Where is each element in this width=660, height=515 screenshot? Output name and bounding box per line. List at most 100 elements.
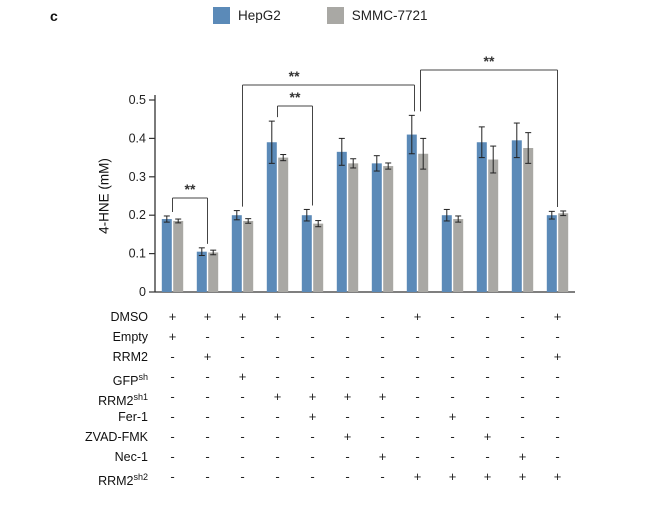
matrix-cell: - bbox=[275, 449, 280, 464]
matrix-cell: + bbox=[553, 309, 562, 324]
matrix-cell: - bbox=[415, 369, 420, 384]
matrix-cell: - bbox=[170, 389, 175, 404]
matrix-cell: + bbox=[168, 329, 177, 344]
matrix-cell: - bbox=[380, 369, 385, 384]
matrix-cell: - bbox=[450, 349, 455, 364]
matrix-cell: - bbox=[380, 429, 385, 444]
matrix-cell: + bbox=[553, 469, 562, 484]
matrix-row-label: DMSO bbox=[110, 310, 149, 324]
bar-HepG2 bbox=[301, 215, 312, 292]
bar-HepG2 bbox=[476, 142, 487, 292]
legend-label-hepg2: HepG2 bbox=[238, 8, 281, 23]
matrix-cell: + bbox=[273, 389, 282, 404]
legend-label-smmc7721: SMMC-7721 bbox=[351, 8, 428, 23]
bar-SMMC-7721 bbox=[383, 166, 394, 292]
matrix-cell: - bbox=[345, 329, 350, 344]
matrix-cell: - bbox=[485, 449, 490, 464]
matrix-cell: - bbox=[380, 309, 385, 324]
matrix-cell: + bbox=[483, 469, 492, 484]
matrix-cell: - bbox=[520, 409, 525, 424]
bar-SMMC-7721 bbox=[488, 159, 499, 292]
matrix-cell: + bbox=[203, 349, 212, 364]
bar-SMMC-7721 bbox=[173, 220, 184, 292]
matrix-cell: + bbox=[413, 309, 422, 324]
matrix-cell: - bbox=[450, 429, 455, 444]
legend-item-smmc7721: SMMC-7721 bbox=[326, 7, 428, 24]
matrix-cell: - bbox=[520, 349, 525, 364]
bar-SMMC-7721 bbox=[418, 153, 429, 292]
bar-SMMC-7721 bbox=[453, 219, 464, 292]
y-tick-label: 0.5 bbox=[129, 93, 146, 107]
matrix-cell: - bbox=[275, 329, 280, 344]
matrix-cell: - bbox=[345, 309, 350, 324]
matrix-cell: - bbox=[170, 369, 175, 384]
matrix-cell: - bbox=[240, 389, 245, 404]
matrix-cell: - bbox=[345, 469, 350, 484]
matrix-cell: - bbox=[415, 329, 420, 344]
bar-SMMC-7721 bbox=[523, 148, 534, 292]
y-tick-label: 0.2 bbox=[129, 208, 146, 222]
matrix-cell: - bbox=[345, 449, 350, 464]
matrix-cell: + bbox=[518, 469, 527, 484]
matrix-cell: + bbox=[308, 409, 317, 424]
bar-SMMC-7721 bbox=[278, 157, 289, 292]
bar-HepG2 bbox=[441, 215, 452, 292]
matrix-cell: - bbox=[380, 329, 385, 344]
matrix-cell: - bbox=[240, 469, 245, 484]
matrix-cell: - bbox=[205, 429, 210, 444]
legend-item-hepg2: HepG2 bbox=[213, 7, 281, 24]
matrix-cell: - bbox=[555, 409, 560, 424]
matrix-cell: - bbox=[240, 349, 245, 364]
bar-HepG2 bbox=[511, 140, 522, 292]
matrix-row-label: RRM2sh2 bbox=[98, 472, 148, 489]
matrix-cell: - bbox=[520, 369, 525, 384]
matrix-cell: + bbox=[518, 449, 527, 464]
matrix-cell: - bbox=[450, 369, 455, 384]
matrix-row-label: Fer-1 bbox=[118, 410, 148, 424]
matrix-cell: - bbox=[485, 349, 490, 364]
bar-SMMC-7721 bbox=[348, 163, 359, 292]
matrix-cell: - bbox=[275, 429, 280, 444]
bar-HepG2 bbox=[546, 215, 557, 292]
matrix-cell: + bbox=[378, 449, 387, 464]
matrix-cell: - bbox=[170, 409, 175, 424]
matrix-row-label-sup: sh1 bbox=[133, 392, 148, 402]
matrix-cell: - bbox=[520, 329, 525, 344]
matrix-cell: - bbox=[205, 389, 210, 404]
y-tick-label: 0.3 bbox=[129, 170, 146, 184]
matrix-cell: - bbox=[415, 409, 420, 424]
matrix-cell: - bbox=[485, 369, 490, 384]
matrix-cell: - bbox=[170, 449, 175, 464]
matrix-cell: + bbox=[413, 469, 422, 484]
y-tick-label: 0.1 bbox=[129, 247, 146, 261]
matrix-cell: - bbox=[520, 389, 525, 404]
legend-swatch-smmc7721 bbox=[326, 7, 344, 24]
matrix-row-label: RRM2sh1 bbox=[98, 392, 148, 409]
matrix-cell: - bbox=[380, 469, 385, 484]
matrix-cell: - bbox=[520, 309, 525, 324]
matrix-cell: - bbox=[170, 349, 175, 364]
matrix-cell: + bbox=[238, 369, 247, 384]
significance-label: ** bbox=[484, 53, 495, 69]
matrix-cell: - bbox=[275, 369, 280, 384]
matrix-cell: - bbox=[170, 429, 175, 444]
matrix-row-label: Empty bbox=[112, 330, 148, 344]
matrix-row-label: ZVAD-FMK bbox=[85, 430, 148, 444]
significance-label: ** bbox=[185, 181, 196, 197]
panel-letter: c bbox=[50, 8, 58, 24]
matrix-cell: - bbox=[275, 409, 280, 424]
matrix-cell: + bbox=[553, 349, 562, 364]
matrix-cell: + bbox=[448, 409, 457, 424]
matrix-cell: - bbox=[205, 449, 210, 464]
matrix-cell: - bbox=[310, 449, 315, 464]
matrix-cell: - bbox=[240, 449, 245, 464]
matrix-cell: - bbox=[310, 309, 315, 324]
matrix-cell: - bbox=[310, 469, 315, 484]
bar-SMMC-7721 bbox=[313, 223, 324, 292]
matrix-cell: - bbox=[485, 309, 490, 324]
matrix-cell: - bbox=[485, 329, 490, 344]
matrix-cell: - bbox=[555, 369, 560, 384]
